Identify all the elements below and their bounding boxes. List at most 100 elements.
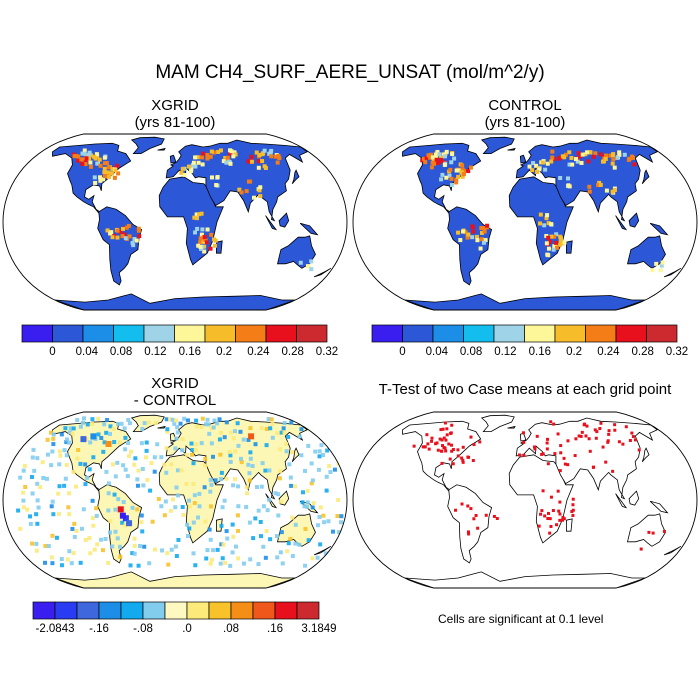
map-cell — [130, 240, 135, 245]
significant-cell — [467, 532, 471, 536]
map-cell — [127, 234, 132, 239]
continent-indonesia1 — [265, 215, 278, 231]
significant-cell — [466, 504, 470, 508]
colorbar-diff-swatch — [120, 601, 144, 620]
map-cell — [434, 154, 439, 159]
map-cell — [485, 223, 490, 228]
map-cell — [78, 424, 83, 429]
map-cell — [170, 497, 175, 502]
colorbar-control-tick-label: 0.12 — [494, 346, 517, 358]
map-cell — [21, 490, 26, 495]
map-cell — [549, 159, 554, 164]
map-cell — [324, 488, 329, 493]
colorbar-control-tick-label: 0.32 — [665, 346, 689, 358]
map-cell — [139, 513, 144, 518]
map-cell — [233, 152, 238, 157]
map-cell — [97, 157, 102, 162]
map-cell — [542, 223, 547, 228]
map-cell — [32, 468, 37, 473]
map-cell — [560, 241, 565, 246]
map-cell — [74, 153, 79, 158]
significant-cell — [559, 444, 563, 448]
significant-cell — [495, 517, 499, 521]
significant-cell — [546, 517, 550, 521]
map-cell — [313, 449, 318, 454]
map-cell — [332, 467, 337, 472]
map-cell — [221, 159, 226, 164]
map-cell — [130, 551, 135, 556]
continent-samerica — [447, 484, 493, 564]
map-cell — [63, 426, 68, 431]
map-cell — [297, 542, 302, 547]
map-cell — [182, 416, 187, 421]
map-cell — [247, 520, 252, 525]
map-cell — [189, 452, 194, 457]
map-cell — [180, 166, 185, 171]
map-cell — [139, 441, 144, 446]
map-cell — [90, 433, 97, 440]
map-cell — [440, 172, 445, 177]
map-cell — [159, 504, 164, 509]
map-cell — [268, 537, 273, 542]
map-cell — [136, 228, 141, 233]
map-cell — [67, 512, 72, 517]
map-cell — [217, 437, 222, 442]
map-cell — [199, 441, 204, 446]
significant-cell — [540, 509, 544, 513]
significant-cell — [624, 425, 628, 429]
map-cell — [449, 183, 454, 188]
map-cell — [475, 238, 480, 243]
map-cell — [427, 155, 432, 160]
map-cell — [236, 556, 241, 561]
map-cell — [238, 429, 243, 434]
continent-madagascar — [216, 518, 223, 532]
map-cell — [198, 240, 203, 245]
map-cell — [34, 512, 39, 517]
map-cell — [94, 506, 99, 511]
map-cell — [604, 188, 609, 193]
map-cell — [203, 456, 208, 461]
map-cell — [279, 430, 284, 435]
map-cell — [85, 422, 90, 427]
map-cell — [28, 514, 33, 519]
map-cell — [176, 537, 181, 542]
map-cell — [258, 185, 263, 190]
map-cell — [256, 165, 261, 170]
map-cell — [100, 548, 105, 553]
map-cell — [466, 169, 471, 174]
map-cell — [22, 463, 27, 468]
map-cell — [127, 453, 132, 458]
significant-cell — [521, 431, 525, 435]
significant-cell — [430, 436, 434, 440]
map-cell — [43, 560, 48, 565]
map-cell — [615, 155, 620, 160]
map-cell — [552, 234, 557, 239]
map-cell — [123, 447, 128, 452]
continent-indonesia1 — [615, 215, 628, 231]
map-cell — [574, 157, 579, 162]
map-border — [2, 133, 348, 311]
map-cell — [588, 150, 593, 155]
map-cell — [35, 498, 40, 503]
map-cell — [67, 491, 72, 496]
map-cell — [54, 535, 59, 540]
map-cell — [293, 484, 298, 489]
significant-cell — [599, 421, 603, 425]
map-cell — [179, 468, 184, 473]
map-cell — [102, 440, 107, 445]
map-cell — [438, 157, 443, 162]
map-cell — [102, 155, 107, 160]
map-cell — [104, 161, 109, 166]
map-cell — [102, 166, 107, 171]
map-cell — [98, 178, 103, 183]
map-cell — [108, 424, 113, 429]
map-cell — [126, 417, 131, 422]
map-cell — [299, 427, 304, 432]
map-cell — [322, 520, 327, 525]
map-cell — [617, 152, 622, 157]
map-cell — [264, 443, 269, 448]
map-cell — [136, 226, 141, 231]
map-cell — [86, 152, 91, 157]
map-cell — [122, 426, 127, 431]
